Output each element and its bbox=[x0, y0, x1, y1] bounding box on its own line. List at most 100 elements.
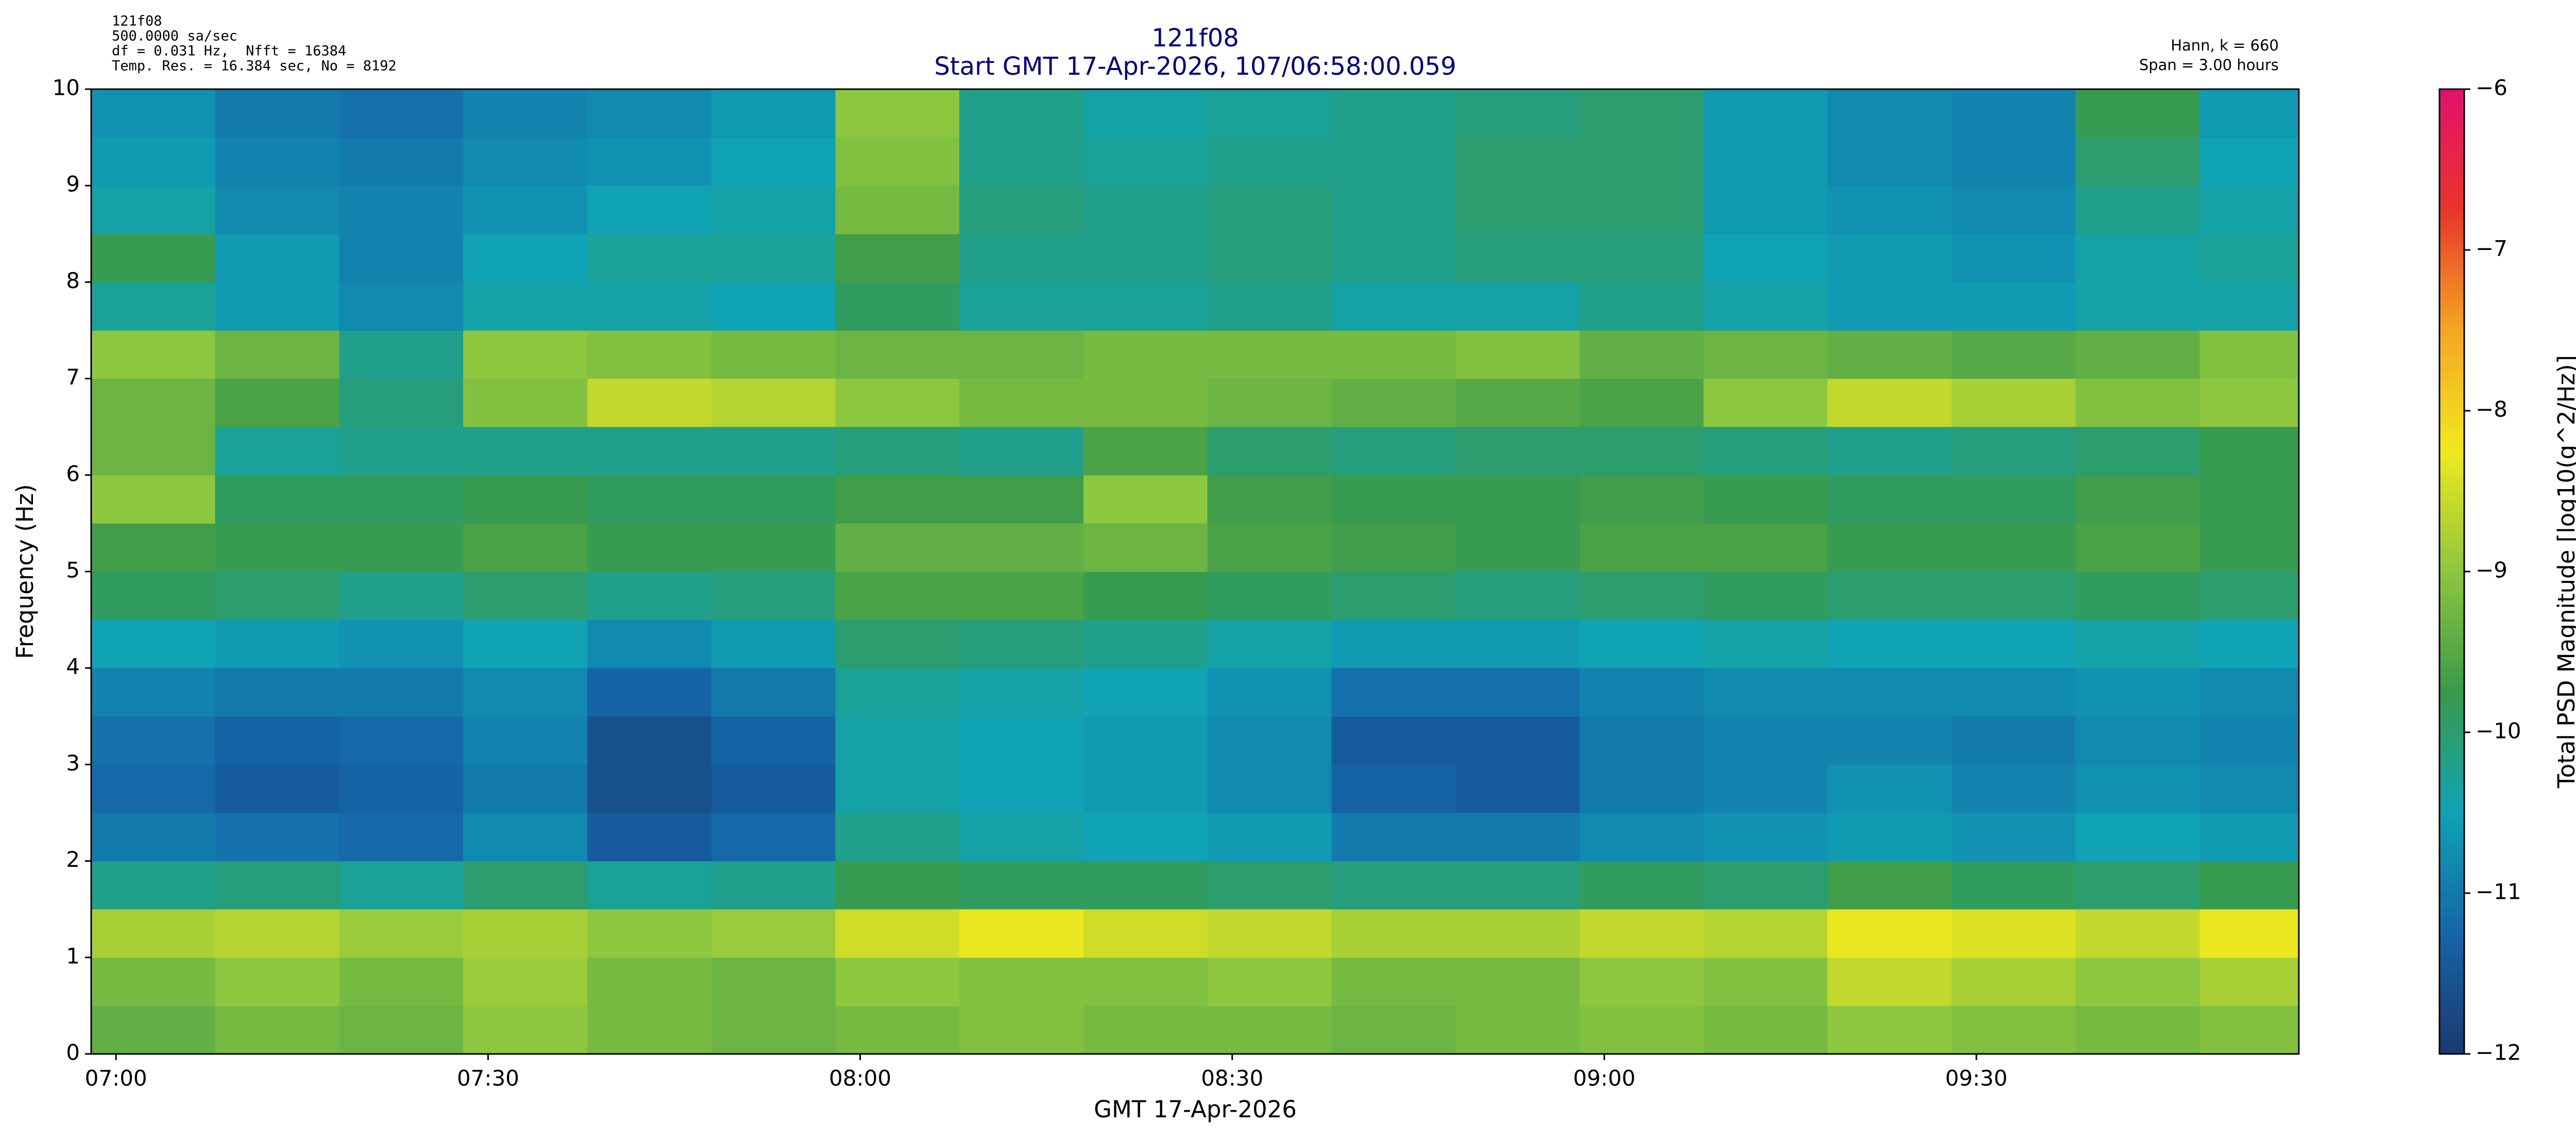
heatmap-cell bbox=[959, 861, 1084, 910]
heatmap-cell bbox=[711, 523, 836, 572]
heatmap-cell bbox=[1827, 378, 1952, 427]
heatmap-cell bbox=[1703, 233, 1828, 282]
heatmap-cell bbox=[959, 137, 1084, 186]
heatmap-cell bbox=[1207, 764, 1332, 813]
heatmap-cell bbox=[339, 186, 464, 234]
heatmap-cell bbox=[1827, 957, 1952, 1006]
heatmap-cell bbox=[1207, 957, 1332, 1006]
heatmap-cell bbox=[1951, 523, 2076, 572]
heatmap-cell bbox=[587, 861, 712, 910]
y-tick-label: 0 bbox=[66, 1040, 80, 1065]
heatmap-cell bbox=[835, 523, 960, 572]
heatmap-cell bbox=[1951, 572, 2076, 621]
heatmap-cell bbox=[835, 909, 960, 958]
heatmap-cell bbox=[711, 186, 836, 234]
heatmap-cell bbox=[1455, 523, 1580, 572]
heatmap-cell bbox=[1951, 89, 2076, 138]
heatmap-cell bbox=[711, 475, 836, 524]
heatmap-cell bbox=[215, 668, 340, 717]
heatmap-cell bbox=[339, 572, 464, 621]
heatmap-cell bbox=[1207, 378, 1332, 427]
heatmap-cell bbox=[2075, 861, 2200, 910]
heatmap-cell bbox=[215, 233, 340, 282]
heatmap-cell bbox=[959, 957, 1084, 1006]
heatmap-cell bbox=[463, 813, 588, 862]
heatmap-cell bbox=[1703, 427, 1828, 476]
heatmap-cell bbox=[91, 813, 216, 862]
heatmap bbox=[91, 89, 2299, 1054]
heatmap-cell bbox=[1703, 330, 1828, 379]
heatmap-cell bbox=[1827, 233, 1952, 282]
heatmap-cell bbox=[1827, 716, 1952, 765]
info-line: Hann, k = 660 bbox=[2171, 37, 2279, 54]
heatmap-cell bbox=[1951, 764, 2076, 813]
heatmap-cell bbox=[711, 619, 836, 668]
heatmap-cell bbox=[1951, 957, 2076, 1006]
heatmap-cell bbox=[91, 330, 216, 379]
heatmap-cell bbox=[711, 137, 836, 186]
heatmap-cell bbox=[2075, 619, 2200, 668]
heatmap-cell bbox=[1331, 957, 1456, 1006]
heatmap-cell bbox=[1083, 1005, 1208, 1054]
heatmap-cell bbox=[2075, 668, 2200, 717]
heatmap-cell bbox=[1083, 572, 1208, 621]
heatmap-cell bbox=[959, 572, 1084, 621]
heatmap-cell bbox=[1827, 909, 1952, 958]
heatmap-cell bbox=[91, 716, 216, 765]
heatmap-cell bbox=[1579, 572, 1704, 621]
info-line: 500.0000 sa/sec bbox=[112, 28, 238, 44]
heatmap-cell bbox=[959, 330, 1084, 379]
heatmap-cell bbox=[2199, 716, 2299, 765]
heatmap-cell bbox=[2199, 475, 2299, 524]
heatmap-cell bbox=[1455, 282, 1580, 331]
heatmap-cell bbox=[1703, 475, 1828, 524]
heatmap-cell bbox=[2075, 137, 2200, 186]
heatmap-cell bbox=[339, 475, 464, 524]
heatmap-cell bbox=[2075, 378, 2200, 427]
colorbar bbox=[2438, 88, 2465, 1055]
colorbar-tick-label: −12 bbox=[2476, 1040, 2521, 1065]
heatmap-cell bbox=[2199, 186, 2299, 234]
heatmap-cell bbox=[1579, 475, 1704, 524]
heatmap-cell bbox=[959, 282, 1084, 331]
heatmap-cell bbox=[91, 909, 216, 958]
heatmap-cell bbox=[587, 957, 712, 1006]
heatmap-cell bbox=[1703, 1005, 1828, 1054]
heatmap-cell bbox=[587, 572, 712, 621]
heatmap-cell bbox=[1207, 716, 1332, 765]
heatmap-cell bbox=[1331, 716, 1456, 765]
heatmap-cell bbox=[1579, 813, 1704, 862]
heatmap-cell bbox=[959, 764, 1084, 813]
heatmap-cell bbox=[1579, 378, 1704, 427]
heatmap-cell bbox=[215, 282, 340, 331]
heatmap-cell bbox=[835, 186, 960, 234]
heatmap-cell bbox=[91, 764, 216, 813]
heatmap-cell bbox=[1083, 330, 1208, 379]
heatmap-cell bbox=[215, 572, 340, 621]
heatmap-cell bbox=[587, 619, 712, 668]
heatmap-cell bbox=[1951, 137, 2076, 186]
heatmap-cell bbox=[1951, 909, 2076, 958]
heatmap-cell bbox=[1207, 89, 1332, 138]
heatmap-cell bbox=[2199, 909, 2299, 958]
heatmap-cell bbox=[1827, 186, 1952, 234]
heatmap-cell bbox=[91, 861, 216, 910]
heatmap-cell bbox=[1331, 668, 1456, 717]
heatmap-cell bbox=[1455, 330, 1580, 379]
heatmap-cell bbox=[91, 186, 216, 234]
heatmap-cell bbox=[215, 475, 340, 524]
heatmap-cell bbox=[1331, 523, 1456, 572]
heatmap-cell bbox=[215, 330, 340, 379]
heatmap-cell bbox=[1579, 1005, 1704, 1054]
x-tick-label: 09:00 bbox=[1573, 1066, 1635, 1091]
heatmap-cell bbox=[835, 330, 960, 379]
heatmap-cell bbox=[2199, 89, 2299, 138]
heatmap-cell bbox=[1579, 764, 1704, 813]
heatmap-cell bbox=[1579, 523, 1704, 572]
heatmap-cell bbox=[91, 427, 216, 476]
heatmap-cell bbox=[1331, 1005, 1456, 1054]
heatmap-cell bbox=[587, 909, 712, 958]
heatmap-cell bbox=[2199, 1005, 2299, 1054]
heatmap-cell bbox=[1951, 282, 2076, 331]
